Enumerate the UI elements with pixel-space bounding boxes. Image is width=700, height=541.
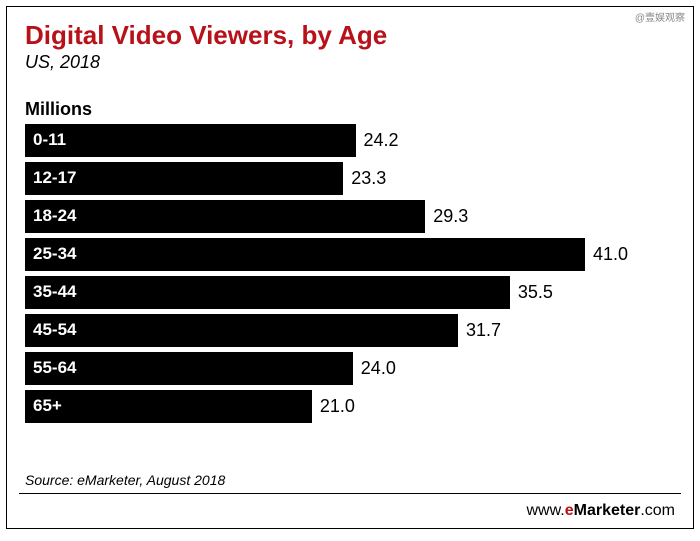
footer-suffix: .com	[640, 502, 675, 519]
bar: 65+	[25, 390, 312, 423]
header: Digital Video Viewers, by Age US, 2018	[7, 7, 693, 81]
footer-brand: www.eMarketer.com	[526, 502, 675, 520]
source-text: Source: eMarketer, August 2018	[25, 472, 225, 488]
bar: 55-64	[25, 352, 353, 385]
footer-e: e	[565, 502, 574, 519]
bar-row: 65+ 21.0	[25, 390, 633, 423]
watermark-top: @壹娱观察	[635, 9, 685, 24]
bar: 45-54	[25, 314, 458, 347]
bar-value: 24.0	[361, 358, 396, 379]
bar-row: 35-44 35.5	[25, 276, 633, 309]
bar-row: 45-54 31.7	[25, 314, 633, 347]
footer-brand-text: Marketer	[574, 502, 641, 519]
divider	[19, 493, 681, 494]
bar-value: 31.7	[466, 320, 501, 341]
bar-value: 29.3	[433, 206, 468, 227]
chart-title: Digital Video Viewers, by Age	[25, 21, 675, 50]
bar: 12-17	[25, 162, 343, 195]
bar-value: 35.5	[518, 282, 553, 303]
chart-frame: @壹娱观察 Digital Video Viewers, by Age US, …	[6, 6, 694, 529]
bar-row: 18-24 29.3	[25, 200, 633, 233]
chart-subtitle: US, 2018	[25, 52, 675, 73]
bar-row: 0-11 24.2	[25, 124, 633, 157]
bar-row: 12-17 23.3	[25, 162, 633, 195]
bar-value: 21.0	[320, 396, 355, 417]
bar: 35-44	[25, 276, 510, 309]
bar-value: 24.2	[364, 130, 399, 151]
bar-value: 41.0	[593, 244, 628, 265]
unit-label: Millions	[25, 99, 693, 120]
bar-row: 25-34 41.0	[25, 238, 633, 271]
bar: 25-34	[25, 238, 585, 271]
bar: 18-24	[25, 200, 425, 233]
bar-value: 23.3	[351, 168, 386, 189]
bar-row: 55-64 24.0	[25, 352, 633, 385]
bar-chart: 0-11 24.2 12-17 23.3 18-24 29.3 25-34 41.0 35-44…	[7, 124, 693, 423]
bar: 0-11	[25, 124, 356, 157]
footer-prefix: www.	[526, 502, 564, 519]
